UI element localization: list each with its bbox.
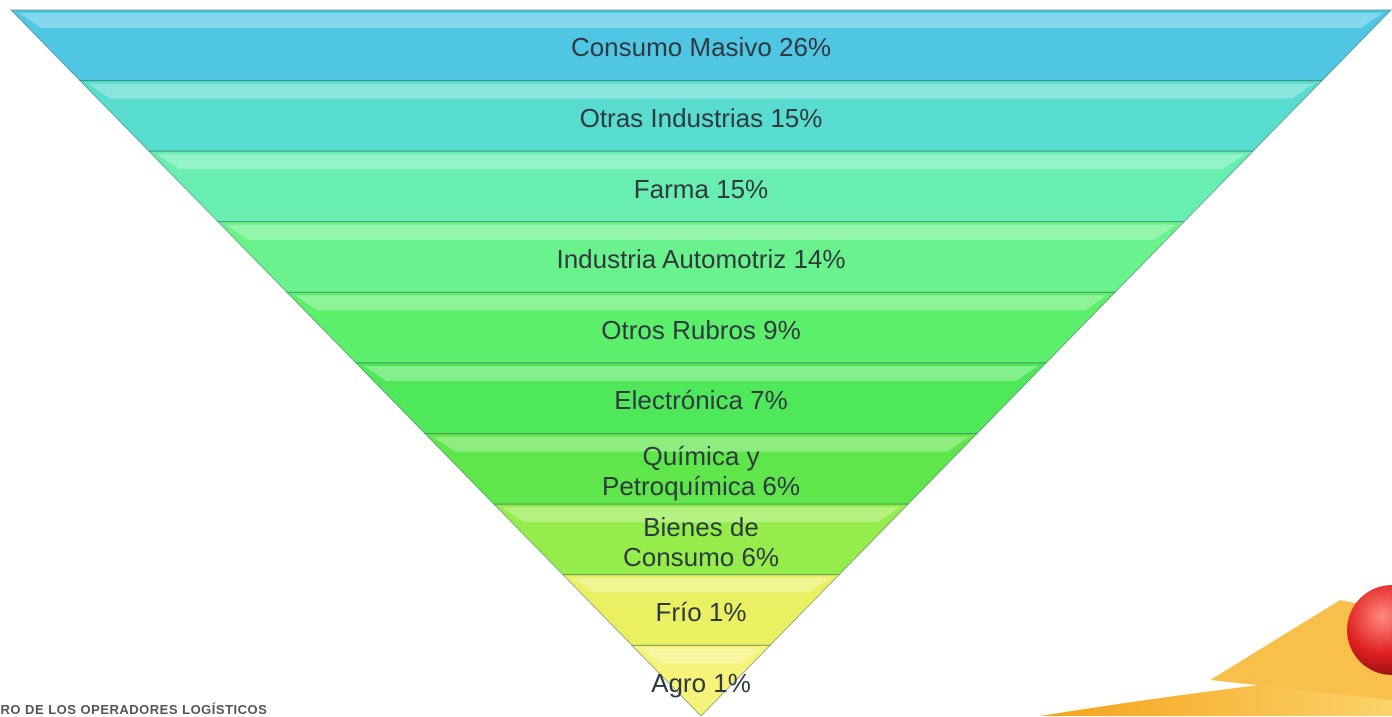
layer-label: Farma 15% xyxy=(633,173,769,204)
layer-label: Electrónica 7% xyxy=(614,385,788,416)
layer-label: Otras Industrias 15% xyxy=(579,102,823,133)
layer-highlight xyxy=(571,577,831,593)
layer-highlight xyxy=(502,507,900,523)
layer-label: Consumo Masivo 26% xyxy=(570,32,832,63)
layer-highlight xyxy=(157,154,1245,170)
layer-highlight xyxy=(226,224,1176,240)
footer-text: TRO DE LOS OPERADORES LOGÍSTICOS xyxy=(0,702,268,717)
layer-highlight xyxy=(88,83,1314,99)
layer-label: Industria Automotriz 14% xyxy=(556,244,846,275)
layer-label: Química y Petroquímica 6% xyxy=(602,440,800,501)
layer-label: Agro 1% xyxy=(651,667,751,698)
decoration-button xyxy=(1347,585,1392,675)
layer-highlight xyxy=(364,366,1038,381)
layer-highlight xyxy=(295,295,1107,311)
layer-label: Otros Rubros 9% xyxy=(601,314,801,345)
layer-label: Frío 1% xyxy=(655,597,747,628)
decoration-button-base xyxy=(1210,600,1392,700)
layer-highlight xyxy=(433,436,969,452)
layer-highlight xyxy=(19,13,1383,28)
layer-label: Bienes de Consumo 6% xyxy=(622,511,780,572)
funnel-layer xyxy=(630,644,772,716)
layer-highlight xyxy=(640,648,762,664)
